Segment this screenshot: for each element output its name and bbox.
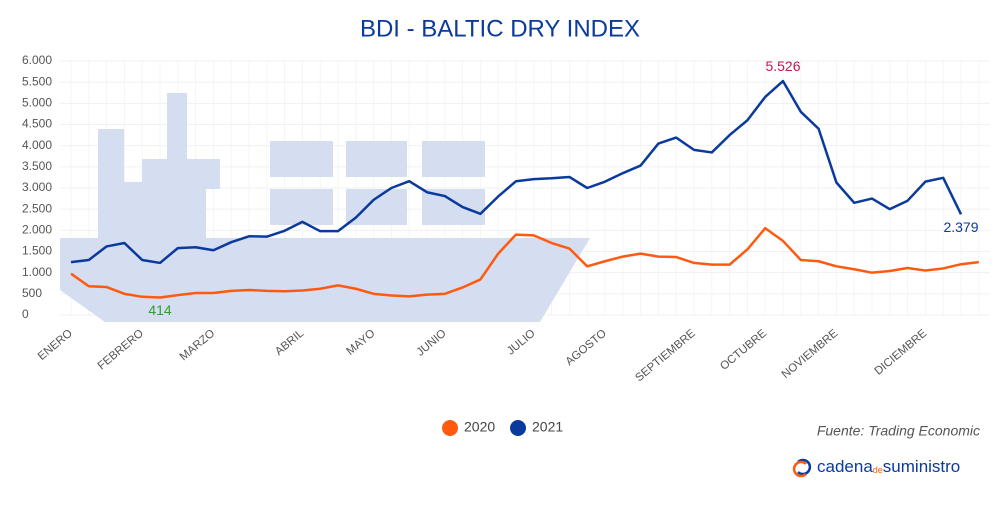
data-label: 2.379 <box>943 219 978 235</box>
brand-suffix: suministro <box>883 457 960 476</box>
ship-cabin <box>124 182 144 238</box>
x-tick-label: MARZO <box>178 327 218 363</box>
data-label: 414 <box>148 302 172 318</box>
legend-label: 2020 <box>464 419 495 435</box>
x-tick-label: DICIEMBRE <box>873 327 930 377</box>
x-tick-label: JULIO <box>505 327 538 357</box>
brand-prefix: cadena <box>817 457 873 476</box>
y-tick-label: 5.500 <box>22 74 52 88</box>
y-tick-label: 6.000 <box>22 53 52 67</box>
container <box>422 141 485 177</box>
container <box>270 141 333 177</box>
data-label: 5.526 <box>765 58 800 74</box>
source: Fuente: Trading Economic <box>817 423 980 439</box>
x-tick-label: FEBRERO <box>96 327 146 372</box>
brand-middle: de <box>873 465 883 475</box>
x-tick-label: JUNIO <box>415 327 449 358</box>
series-line <box>70 79 963 265</box>
y-tick-label: 1.500 <box>22 244 52 258</box>
series-line <box>70 226 979 299</box>
y-tick-label: 1.000 <box>22 265 52 279</box>
container <box>346 189 407 225</box>
x-tick-label: ENERO <box>36 327 75 363</box>
legend-label: 2021 <box>532 419 563 435</box>
brand-logo: cadenadesuministro <box>792 457 960 478</box>
logo-icon <box>797 458 812 476</box>
ship-funnel <box>98 129 124 238</box>
ship-mast <box>167 93 187 163</box>
y-tick-label: 3.000 <box>22 180 52 194</box>
y-tick-label: 0 <box>22 307 29 321</box>
y-tick-label: 2.000 <box>22 223 52 237</box>
ship-cabin <box>142 187 206 238</box>
ship-illustration <box>60 93 590 322</box>
x-tick-label: NOVIEMBRE <box>780 327 841 381</box>
legend-swatch <box>442 420 458 436</box>
logo-icon <box>792 460 807 478</box>
x-tick-label: SEPTIEMBRE <box>633 327 698 384</box>
legend-swatch <box>510 420 526 436</box>
container <box>270 189 333 225</box>
y-tick-label: 500 <box>22 286 42 300</box>
ship-hull <box>60 238 590 322</box>
y-tick-label: 3.500 <box>22 159 52 173</box>
ship-cabin <box>142 159 220 189</box>
y-tick-label: 2.500 <box>22 201 52 215</box>
y-tick-label: 4.000 <box>22 138 52 152</box>
x-tick-label: AGOSTO <box>564 327 609 368</box>
y-tick-label: 5.000 <box>22 96 52 110</box>
container <box>346 141 407 177</box>
container <box>422 189 485 225</box>
legend: 2020 2021 <box>442 419 563 436</box>
y-tick-label: 4.500 <box>22 117 52 131</box>
x-tick-label: MAYO <box>344 327 377 357</box>
x-tick-label: OCTUBRE <box>718 327 769 373</box>
x-tick-label: ABRIL <box>273 327 307 358</box>
chart-title: BDI - BALTIC DRY INDEX <box>360 15 640 42</box>
brand-text: cadenadesuministro <box>817 457 960 476</box>
